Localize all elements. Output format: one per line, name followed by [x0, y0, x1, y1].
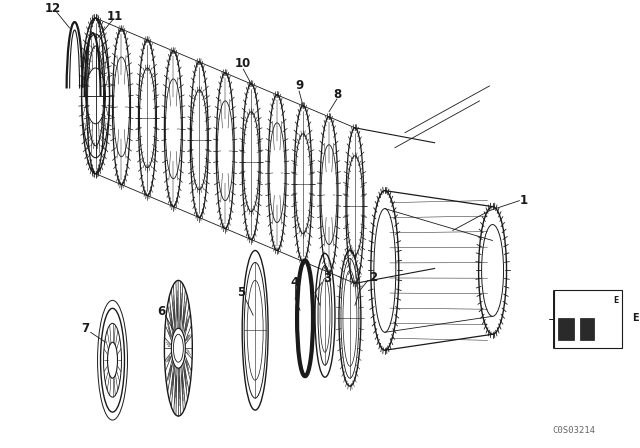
Text: 5: 5 — [237, 286, 245, 299]
Text: 8: 8 — [333, 88, 341, 101]
Text: 12: 12 — [45, 2, 61, 15]
Text: 3: 3 — [323, 272, 331, 285]
Bar — [559, 319, 574, 340]
Text: 10: 10 — [235, 57, 252, 70]
Bar — [554, 290, 622, 348]
Text: 4: 4 — [291, 276, 299, 289]
Text: 9: 9 — [295, 79, 303, 92]
Bar — [580, 319, 595, 340]
Text: E: E — [614, 296, 619, 305]
Text: 6: 6 — [157, 305, 166, 318]
Text: 11: 11 — [106, 9, 123, 22]
Text: 7: 7 — [81, 322, 90, 335]
Text: 1: 1 — [520, 194, 527, 207]
Text: 2: 2 — [369, 271, 377, 284]
Text: E: E — [632, 313, 639, 323]
Text: C0S03214: C0S03214 — [553, 426, 596, 435]
